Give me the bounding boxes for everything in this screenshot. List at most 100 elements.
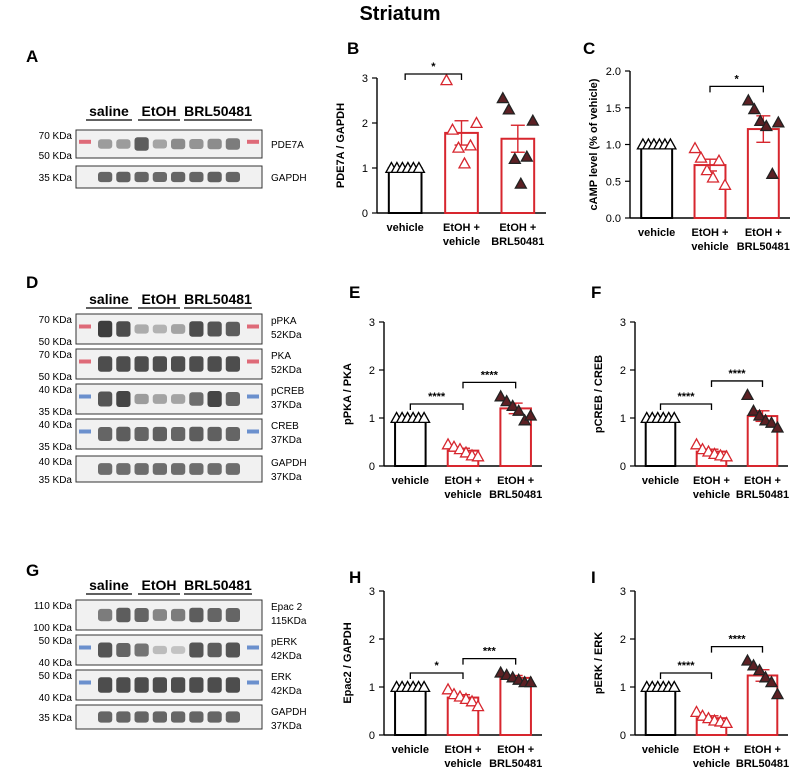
blot-band xyxy=(171,394,186,404)
protein-label: pPKA xyxy=(271,316,297,327)
significance-label: * xyxy=(435,660,440,672)
chart-panel-i: I 0 1 2 3 pERK / ERK vehicle EtOH + vehicleEtOH … xyxy=(591,568,789,770)
y-tick-label: 2 xyxy=(369,365,375,377)
group-label-saline: saline xyxy=(89,291,129,307)
ladder-marker xyxy=(247,680,259,685)
y-tick-label: 3 xyxy=(362,73,368,85)
y-axis-label: PDE7A / GAPDH xyxy=(335,103,347,188)
significance-label: **** xyxy=(677,391,695,403)
blot-band xyxy=(189,392,204,406)
mw-label: 37KDa xyxy=(271,472,302,483)
mw-label: 115KDa xyxy=(271,616,307,627)
blot-band xyxy=(134,711,149,723)
data-point xyxy=(524,408,538,421)
protein-label: GAPDH xyxy=(271,707,307,718)
significance-bracket xyxy=(404,73,463,80)
kda-label: 50 KDa xyxy=(39,151,73,162)
data-point xyxy=(500,394,514,407)
data-point xyxy=(417,411,431,424)
data-point xyxy=(752,663,767,676)
data-point xyxy=(453,442,467,455)
blot-band xyxy=(116,677,131,693)
significance-bracket xyxy=(710,380,764,387)
blot-band xyxy=(171,711,186,723)
blot-band xyxy=(225,608,240,622)
blot-band xyxy=(225,356,240,372)
x-tick-label: EtOH + vehicle xyxy=(444,475,481,501)
protein-label: GAPDH xyxy=(271,173,307,184)
mw-label: 37KDa xyxy=(271,435,302,446)
blot-band xyxy=(189,677,204,693)
group-label-etoh: EtOH xyxy=(142,291,177,307)
blot-band xyxy=(116,643,131,657)
data-point xyxy=(663,137,678,150)
y-axis-label: Epac2 / GAPDH xyxy=(342,622,354,703)
data-point xyxy=(752,408,767,421)
ladder-marker xyxy=(247,139,259,144)
mw-label: 37KDa xyxy=(271,400,302,411)
kda-label: 70 KDa xyxy=(39,131,73,142)
x-tick-label: vehicle xyxy=(392,475,429,487)
blot-band xyxy=(171,138,186,150)
blot-band xyxy=(116,426,131,442)
panel-letter: B xyxy=(347,39,359,58)
data-point xyxy=(765,167,779,179)
protein-label: PKA xyxy=(271,351,291,362)
blot-band xyxy=(189,711,204,723)
y-tick-label: 1.5 xyxy=(606,103,621,115)
bar xyxy=(394,417,427,467)
data-point xyxy=(753,114,767,127)
blot-band xyxy=(189,356,204,372)
y-tick-label: 2 xyxy=(620,634,626,646)
chart-panel-h: H 0 1 2 3 Epac2 / GAPDH vehicle EtOH + vehicle Et… xyxy=(342,568,542,770)
ladder-marker xyxy=(247,324,259,329)
y-axis-label: pERK / ERK xyxy=(593,632,605,694)
blot-band xyxy=(207,463,222,475)
mw-label: 37KDa xyxy=(271,721,302,732)
y-tick-label: 1 xyxy=(620,682,626,694)
blot-band xyxy=(152,645,167,655)
data-point xyxy=(771,115,785,128)
blot-band xyxy=(134,463,149,475)
kda-label: 40 KDa xyxy=(39,693,73,704)
y-tick-label: 2 xyxy=(369,634,375,646)
x-tick-label: EtOH + BRL50481 xyxy=(489,744,542,770)
data-point xyxy=(667,680,681,693)
blot-band xyxy=(171,677,186,693)
mw-label: 52KDa xyxy=(271,330,302,341)
data-point xyxy=(759,119,773,132)
data-point xyxy=(417,680,431,693)
ladder-marker xyxy=(247,394,259,399)
protein-label: PDE7A xyxy=(271,140,304,151)
blot-band xyxy=(171,463,186,475)
y-tick-label: 1 xyxy=(620,413,626,425)
blot-band xyxy=(98,677,113,693)
kda-label: 40 KDa xyxy=(39,420,73,431)
group-label-etoh: EtOH xyxy=(142,577,177,593)
blot-band xyxy=(134,427,149,441)
significance-label: * xyxy=(431,61,436,73)
blot-band xyxy=(116,321,131,337)
x-tick-label: EtOH + vehicle xyxy=(443,222,480,248)
protein-label: pERK xyxy=(271,637,297,648)
y-tick-label: 1 xyxy=(369,682,375,694)
ladder-marker xyxy=(79,394,91,399)
blot-band xyxy=(207,677,222,693)
data-point xyxy=(746,658,761,671)
blot-band xyxy=(134,171,149,183)
chart-panel-e: E 0 1 2 3 pPKA / PKA vehicle EtOH + vehicle EtOH … xyxy=(342,283,542,501)
y-tick-label: 1 xyxy=(369,413,375,425)
kda-label: 35 KDa xyxy=(39,475,73,486)
data-point xyxy=(514,176,528,189)
x-tick-label: vehicle xyxy=(387,222,424,234)
x-tick-label: vehicle xyxy=(642,475,679,487)
x-tick-label: EtOH + BRL50481 xyxy=(737,227,790,253)
panel-letter: G xyxy=(26,561,39,580)
y-axis-label: pCREB / CREB xyxy=(593,355,605,433)
y-tick-label: 3 xyxy=(620,586,626,598)
y-tick-label: 2.0 xyxy=(606,66,621,78)
